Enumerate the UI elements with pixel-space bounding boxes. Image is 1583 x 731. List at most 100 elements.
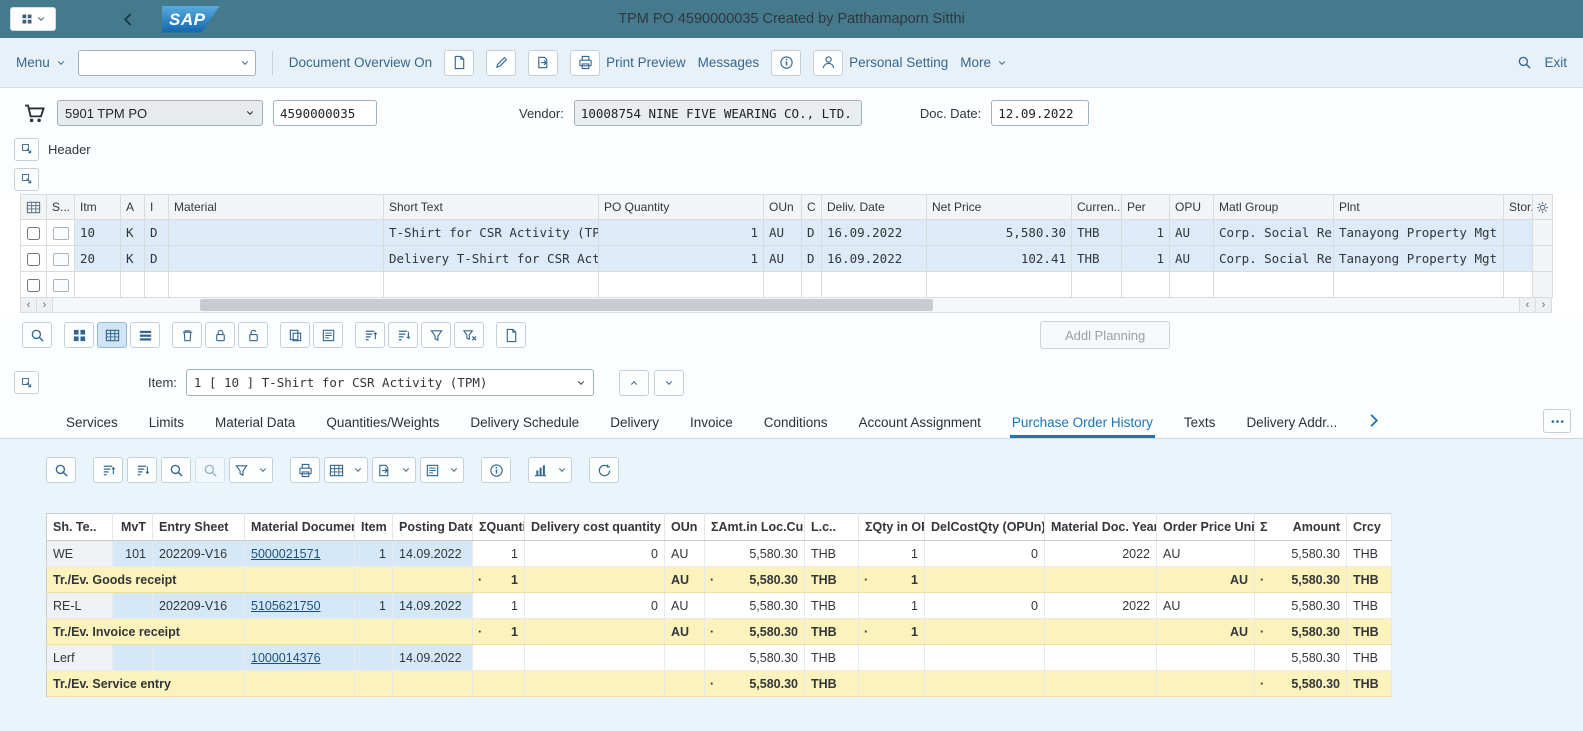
items-cell[interactable] — [1503, 271, 1533, 298]
document-flow-button[interactable] — [528, 49, 559, 76]
select-all-header[interactable] — [20, 194, 47, 220]
history-row[interactable]: WE 101 202209-V16 5000021571 1 14.09.2022 1 0 AU… — [46, 540, 1392, 567]
search-button[interactable] — [1517, 55, 1532, 70]
items-cell[interactable] — [1121, 271, 1170, 298]
history-column-header[interactable]: Delivery cost quantity — [524, 513, 665, 541]
history-column-header[interactable]: ΣAmt.in Loc.Cur. — [704, 513, 805, 541]
messages-button[interactable]: Messages — [698, 55, 760, 70]
items-column-header[interactable]: OPU — [1169, 194, 1214, 220]
items-cell[interactable] — [168, 219, 384, 246]
history-column-header[interactable]: ΣQty in OPUn — [858, 513, 925, 541]
save-file-button[interactable] — [372, 457, 416, 483]
history-cell[interactable]: 14.09.2022 — [392, 644, 473, 671]
history-cell[interactable]: 2022 — [1044, 592, 1157, 619]
copy-item-button[interactable] — [280, 322, 310, 348]
row-checkbox[interactable] — [27, 227, 40, 240]
history-cell[interactable] — [354, 644, 393, 671]
history-cell[interactable]: Lerf — [46, 644, 113, 671]
items-cell[interactable]: 102.41 — [926, 245, 1072, 272]
unlock-button[interactable] — [238, 322, 268, 348]
sort-descending-button[interactable] — [388, 322, 418, 348]
tab-invoice[interactable]: Invoice — [689, 415, 733, 430]
history-cell[interactable] — [152, 644, 245, 671]
history-cell[interactable]: 202209-V16 — [152, 592, 245, 619]
history-cell[interactable]: 1 — [472, 540, 525, 567]
items-column-header[interactable]: I — [144, 194, 169, 220]
history-cell[interactable]: 5,580.30 — [1254, 540, 1347, 567]
command-field[interactable] — [77, 49, 256, 76]
items-cell[interactable] — [74, 271, 121, 298]
command-input[interactable] — [84, 55, 236, 70]
history-row[interactable]: RE-L 202209-V16 5105621750 1 14.09.2022 1 0 AU 5… — [46, 592, 1392, 619]
document-overview-button[interactable]: Document Overview On — [289, 55, 432, 70]
tab-services[interactable]: Services — [66, 415, 118, 430]
doc-date-field[interactable] — [991, 100, 1090, 126]
tab-delivery-address[interactable]: Delivery Addr... — [1246, 415, 1338, 430]
expand-header-button[interactable] — [14, 137, 39, 161]
items-cell[interactable]: AU — [1169, 245, 1214, 272]
history-cell[interactable] — [112, 592, 153, 619]
history-cell[interactable]: 5,580.30 — [1254, 644, 1347, 671]
tab-delivery[interactable]: Delivery — [610, 415, 659, 430]
history-cell[interactable]: 5,580.30 — [704, 644, 805, 671]
items-cell[interactable]: 1 — [598, 245, 764, 272]
tab-quantities-weights[interactable]: Quantities/Weights — [326, 415, 440, 430]
items-cell[interactable] — [1333, 271, 1504, 298]
history-column-header[interactable]: Material Document — [244, 513, 355, 541]
next-item-button[interactable] — [653, 369, 684, 396]
history-column-header[interactable]: DelCostQty (OPUn) — [924, 513, 1045, 541]
lock-button[interactable] — [205, 322, 235, 348]
tab-texts[interactable]: Texts — [1183, 415, 1216, 430]
tab-purchase-order-history[interactable]: Purchase Order History — [1009, 407, 1155, 438]
history-column-header[interactable]: Material Doc. Year — [1044, 513, 1157, 541]
sort-ascending-button[interactable] — [93, 457, 123, 483]
items-column-header[interactable]: PO Quantity — [598, 194, 764, 220]
items-column-header[interactable]: A — [120, 194, 145, 220]
history-cell[interactable]: RE-L — [46, 592, 113, 619]
scroll-right-button-2[interactable]: › — [1535, 298, 1551, 312]
items-cell[interactable]: T-Shirt for CSR Activity (TPM) — [383, 219, 599, 246]
row-status-cell[interactable] — [46, 219, 75, 246]
history-cell[interactable]: THB — [1346, 540, 1392, 567]
history-row[interactable]: Tr./Ev. Invoice receipt · 1 AU · 5,580.30 THB ·… — [46, 618, 1392, 645]
layout-button[interactable] — [420, 457, 464, 483]
items-cell[interactable]: THB — [1071, 245, 1122, 272]
row-status-cell[interactable] — [46, 271, 75, 298]
tab-account-assignment[interactable]: Account Assignment — [858, 415, 981, 430]
items-column-header[interactable]: Stor. — [1503, 194, 1533, 220]
items-column-header[interactable]: Material — [168, 194, 384, 220]
items-cell[interactable]: 1 — [1121, 219, 1170, 246]
items-column-header[interactable]: S... — [46, 194, 75, 220]
exit-button[interactable]: Exit — [1544, 55, 1567, 70]
items-cell[interactable]: 5,580.30 — [926, 219, 1072, 246]
items-cell[interactable]: Corp. Social Re.. — [1213, 219, 1334, 246]
info-button[interactable] — [481, 457, 511, 483]
history-column-header[interactable]: Entry Sheet — [152, 513, 245, 541]
sort-ascending-button[interactable] — [355, 322, 385, 348]
items-cell[interactable]: 1 — [598, 219, 764, 246]
find-next-button[interactable] — [195, 457, 225, 483]
history-cell[interactable]: 1 — [354, 592, 393, 619]
tabs-scroll-right-icon[interactable] — [1366, 413, 1381, 428]
delete-filter-button[interactable] — [454, 322, 484, 348]
items-cell[interactable]: 16.09.2022 — [821, 219, 927, 246]
history-cell[interactable]: 202209-V16 — [152, 540, 245, 567]
items-cell[interactable]: AU — [763, 245, 802, 272]
history-cell[interactable]: 14.09.2022 — [392, 592, 473, 619]
items-cell[interactable] — [1213, 271, 1334, 298]
history-cell[interactable]: AU — [1156, 540, 1255, 567]
items-cell[interactable] — [168, 245, 384, 272]
zoom-button[interactable] — [22, 322, 52, 348]
history-column-header[interactable]: L.c.. — [804, 513, 859, 541]
items-cell[interactable]: 10 — [74, 219, 121, 246]
history-cell[interactable]: AU — [664, 592, 705, 619]
items-cell[interactable]: THB — [1071, 219, 1122, 246]
history-cell[interactable]: 2022 — [1044, 540, 1157, 567]
history-column-header[interactable]: Crcy — [1346, 513, 1392, 541]
export-button[interactable] — [324, 457, 368, 483]
history-cell[interactable]: 1000014376 — [244, 644, 355, 671]
history-cell[interactable]: 1 — [472, 592, 525, 619]
history-cell[interactable]: 5,580.30 — [704, 592, 805, 619]
previous-item-button[interactable] — [618, 369, 649, 396]
history-cell[interactable]: THB — [1346, 592, 1392, 619]
